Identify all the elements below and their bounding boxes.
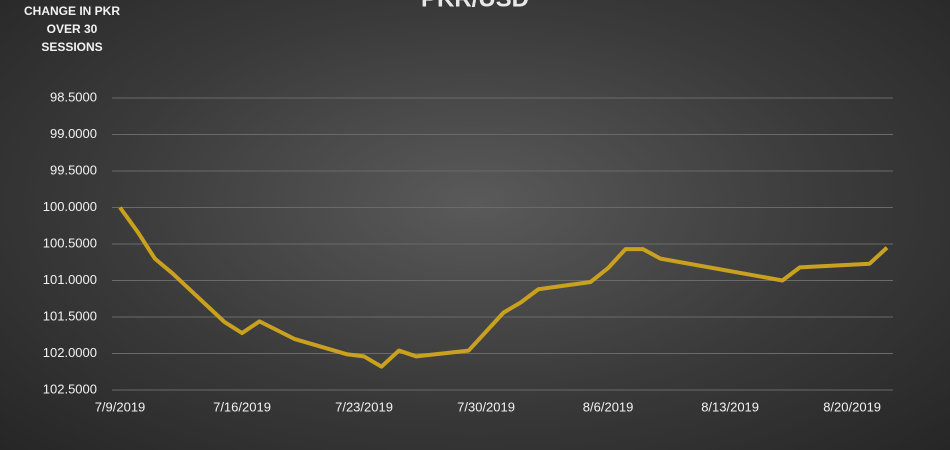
x-tick-label: 8/20/2019 bbox=[823, 399, 881, 414]
chart-title: PKR/USD bbox=[421, 0, 529, 12]
x-tick-label: 8/6/2019 bbox=[583, 399, 634, 414]
x-tick-label: 7/9/2019 bbox=[95, 399, 146, 414]
y-tick-label: 100.5000 bbox=[43, 235, 97, 250]
y-tick-label: 102.5000 bbox=[43, 381, 97, 396]
y-tick-label: 99.0000 bbox=[50, 126, 97, 141]
data-line bbox=[118, 206, 889, 369]
y-tick-label: 102.0000 bbox=[43, 345, 97, 360]
y-tick-label: 100.0000 bbox=[43, 199, 97, 214]
x-tick-label: 8/13/2019 bbox=[701, 399, 759, 414]
y-tick-label: 99.5000 bbox=[50, 162, 97, 177]
x-tick-label: 7/30/2019 bbox=[457, 399, 515, 414]
y-tick-label: 101.0000 bbox=[43, 272, 97, 287]
y-tick-label: 98.5000 bbox=[50, 89, 97, 104]
x-tick-label: 7/23/2019 bbox=[335, 399, 393, 414]
x-tick-label: 7/16/2019 bbox=[213, 399, 271, 414]
y-axis-title: CHANGE IN PKR OVER 30 SESSIONS bbox=[23, 4, 120, 54]
y-tick-label: 101.5000 bbox=[43, 308, 97, 323]
